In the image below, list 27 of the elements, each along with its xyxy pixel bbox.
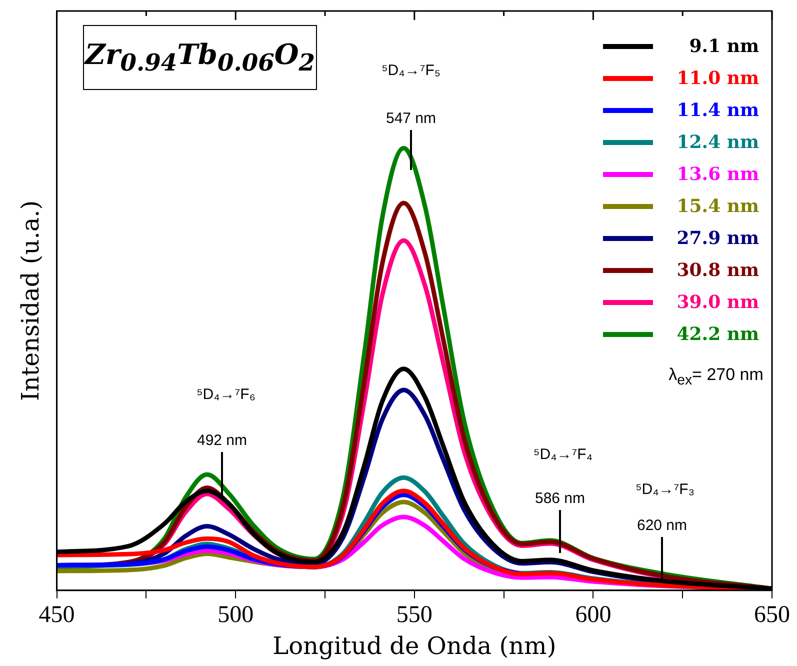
annotation: 586 nm (534, 490, 586, 507)
annotation: ⁵D₄→⁷F₄ (534, 446, 592, 463)
text: 547 nm (386, 110, 436, 127)
legend-label: 11.0 nm (676, 68, 759, 88)
x-axis-title: Longitud de Onda (nm) (272, 632, 556, 660)
legend-label: 11.4 nm (676, 100, 759, 120)
legend-label: 13.6 nm (676, 164, 759, 184)
x-tick-label: 550 (396, 602, 432, 628)
annotation: ⁵D₄→⁷F₆ (196, 386, 256, 403)
x-tick-label: 500 (218, 602, 254, 628)
legend-label: 30.8 nm (676, 260, 759, 280)
x-tick-label: 650 (754, 602, 790, 628)
x-tick-label: 600 (575, 602, 612, 628)
legend-label: 27.9 nm (676, 228, 759, 248)
legend-label: 42.2 nm (676, 324, 759, 344)
legend-label: 12.4 nm (676, 132, 759, 152)
legend-label: 39.0 nm (676, 292, 759, 312)
legend-label: 15.4 nm (676, 196, 759, 216)
x-tick-label: 450 (38, 602, 75, 628)
chart-title: Zr$_{0.94}$Tb$_{0.06}$O$_{2}$ (85, 38, 315, 77)
annotation: 620 nm (636, 517, 688, 534)
text: ⁵D₄→⁷F₅ (382, 62, 440, 79)
annotation: ⁵D₄→⁷F₃ (636, 481, 694, 498)
annotation: 492 nm (196, 432, 248, 449)
legend-label: 9.1 nm (688, 36, 759, 56)
annotation: λ$_{ex}$= 270 nm (668, 365, 764, 388)
y-axis-title: Intensidad (u.a.) (16, 200, 45, 402)
